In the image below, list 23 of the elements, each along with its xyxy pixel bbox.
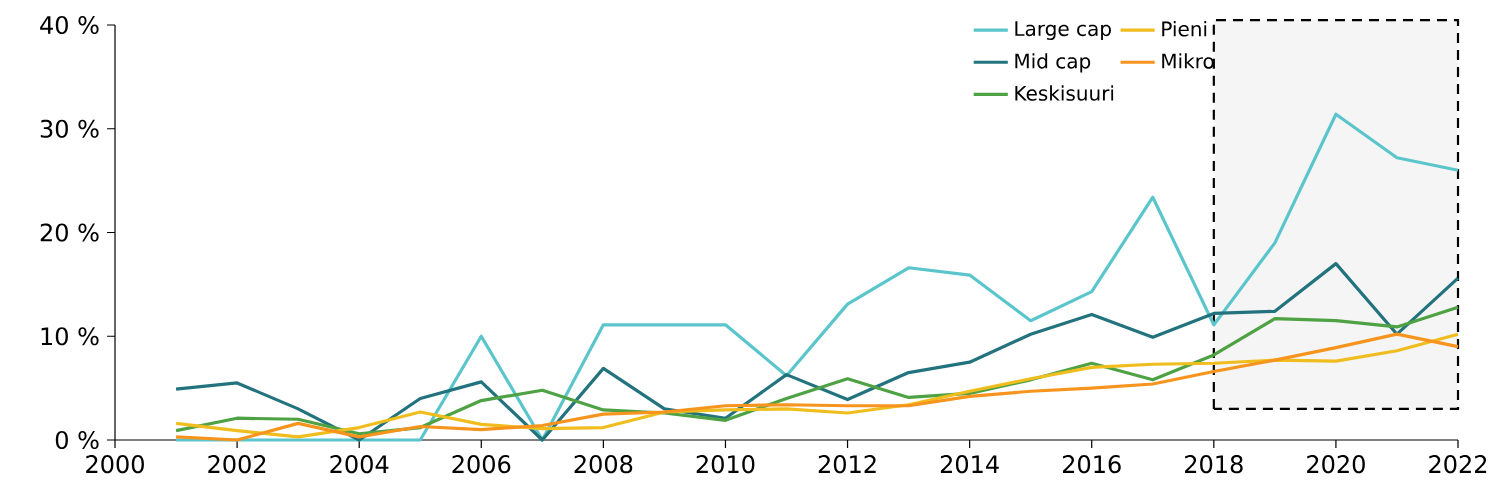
x-tick-label: 2000 — [86, 455, 144, 474]
line-series — [174, 262, 1460, 442]
x-tick-label: 2006 — [452, 455, 511, 474]
y-tick-label: 40 % — [40, 15, 99, 35]
legend-label: Large cap — [1015, 21, 1111, 41]
x-tick-label: 2010 — [696, 455, 755, 474]
y-tick-label: 30 % — [40, 119, 99, 138]
x-tick-label: 2016 — [1062, 455, 1121, 474]
x-tick-label: 2020 — [1307, 455, 1365, 474]
x-tick-label: 2008 — [574, 455, 633, 474]
x-tick-label: 2014 — [940, 455, 999, 474]
x-tick-label: 2018 — [1185, 455, 1243, 474]
legend-label: Pieni — [1162, 20, 1207, 37]
x-tick-label: 2004 — [330, 455, 389, 474]
legend-label: Mid cap — [1015, 53, 1091, 73]
legend-label: Mikro — [1162, 53, 1214, 69]
x-tick-label: 2012 — [818, 455, 876, 474]
y-tick-label: 10 % — [41, 327, 99, 346]
x-tick-label: 2002 — [208, 455, 266, 474]
x-tick-label: 2022 — [1429, 455, 1487, 474]
y-tick-label: 0 % — [55, 430, 99, 450]
y-tick-label: 20 % — [40, 223, 99, 242]
legend-label: Keskisuuri — [1015, 85, 1114, 101]
